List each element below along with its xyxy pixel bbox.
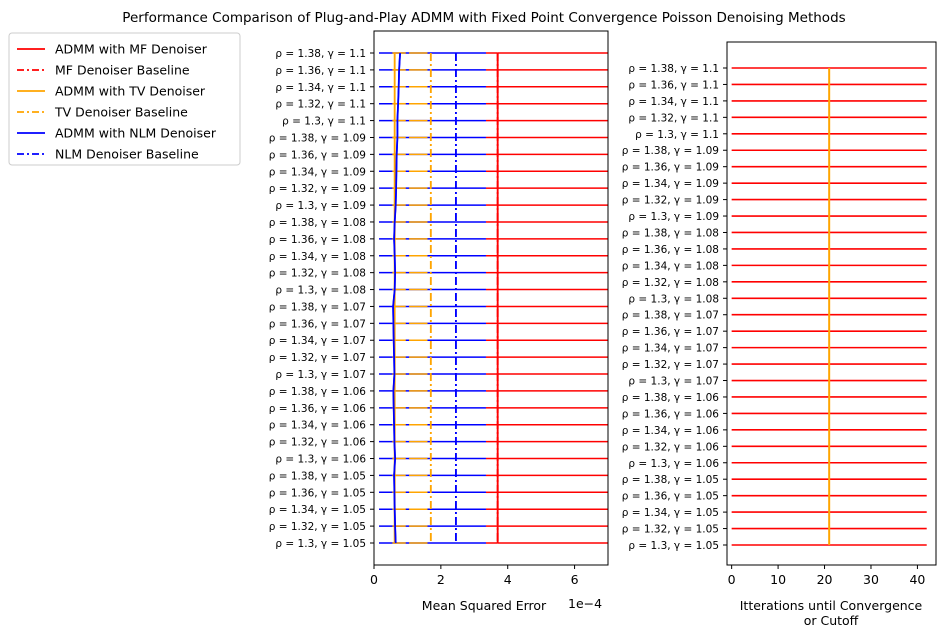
- iterations-y-tick-label: ρ = 1.36, γ = 1.05: [622, 491, 719, 503]
- iterations-y-axis: ρ = 1.38, γ = 1.1 ρ = 1.36, γ = 1.1 ρ = 1.…: [622, 63, 727, 552]
- iterations-y-tick-label: ρ = 1.34, γ = 1.09: [622, 178, 719, 190]
- mse-y-tick-label: ρ = 1.36, γ = 1.08: [269, 234, 366, 246]
- mse-y-tick-label: ρ = 1.38, γ = 1.08: [269, 217, 366, 229]
- mse-y-tick-label: ρ = 1.32, γ = 1.07: [269, 352, 366, 364]
- mse-y-tick-label: ρ = 1.36, γ = 1.09: [269, 149, 366, 161]
- mse-y-axis: ρ = 1.38, γ = 1.1 ρ = 1.36, γ = 1.1 ρ = 1.…: [269, 48, 374, 550]
- mse-y-tick-label: ρ = 1.36, γ = 1.05: [269, 487, 366, 499]
- mse-x-axis-label: Mean Squared Error: [422, 598, 547, 613]
- iterations-y-tick-label: ρ = 1.3, γ = 1.08: [628, 293, 719, 305]
- iterations-y-tick-label: ρ = 1.34, γ = 1.06: [622, 425, 720, 437]
- iterations-x-tick-label: 30: [863, 572, 879, 587]
- iterations-y-tick-label: ρ = 1.38, γ = 1.09: [622, 145, 719, 157]
- mse-y-tick-label: ρ = 1.34, γ = 1.05: [269, 504, 366, 516]
- iterations-y-tick-label: ρ = 1.3, γ = 1.1: [635, 129, 719, 141]
- iterations-y-tick-label: ρ = 1.36, γ = 1.09: [622, 162, 719, 174]
- iterations-y-tick-label: ρ = 1.3, γ = 1.09: [628, 211, 719, 223]
- mse-plot: ρ = 1.38, γ = 1.1 ρ = 1.36, γ = 1.1 ρ = 1.…: [269, 30, 609, 613]
- iterations-y-tick-label: ρ = 1.36, γ = 1.1: [628, 79, 719, 91]
- legend-entry-label: TV Denoiser Baseline: [54, 105, 188, 120]
- iterations-x-tick-label: 0: [728, 572, 736, 587]
- mse-x-tick-label: 4: [504, 572, 512, 587]
- mse-y-tick-label: ρ = 1.32, γ = 1.09: [269, 183, 366, 195]
- mse-y-tick-label: ρ = 1.3, γ = 1.07: [275, 369, 366, 381]
- iterations-y-tick-label: ρ = 1.34, γ = 1.05: [622, 507, 719, 519]
- legend: ADMM with MF Denoiser MF Denoiser Baselin…: [8, 32, 241, 166]
- iterations-y-tick-label: ρ = 1.34, γ = 1.1: [628, 96, 719, 108]
- mse-y-tick-label: ρ = 1.36, γ = 1.06: [269, 403, 367, 415]
- iterations-y-tick-label: ρ = 1.34, γ = 1.08: [622, 260, 719, 272]
- mse-y-tick-label: ρ = 1.3, γ = 1.06: [275, 454, 366, 466]
- iterations-y-tick-label: ρ = 1.38, γ = 1.1: [628, 63, 719, 75]
- mse-x-tick-label: 0: [370, 572, 378, 587]
- iterations-y-tick-label: ρ = 1.32, γ = 1.09: [622, 195, 719, 207]
- mse-x-offset-label: 1e−4: [568, 596, 602, 611]
- iterations-plot: ρ = 1.38, γ = 1.1 ρ = 1.36, γ = 1.1 ρ = 1.…: [622, 41, 937, 628]
- legend-entry-label: ADMM with NLM Denoiser: [55, 126, 217, 141]
- chart-title: Performance Comparison of Plug-and-Play …: [122, 10, 845, 26]
- iterations-y-tick-label: ρ = 1.32, γ = 1.07: [622, 359, 719, 371]
- mse-series-vertical-4: [392, 52, 401, 544]
- iterations-y-tick-label: ρ = 1.38, γ = 1.06: [622, 392, 720, 404]
- iterations-plot-frame: [726, 41, 937, 566]
- mse-x-tick-label: 2: [437, 572, 445, 587]
- iterations-x-tick-label: 10: [770, 572, 786, 587]
- iterations-y-tick-label: ρ = 1.3, γ = 1.07: [628, 376, 719, 388]
- mse-y-tick-label: ρ = 1.32, γ = 1.06: [269, 437, 367, 449]
- mse-y-tick-label: ρ = 1.34, γ = 1.07: [269, 335, 366, 347]
- iterations-x-tick-label: 40: [909, 572, 925, 587]
- mse-y-tick-label: ρ = 1.38, γ = 1.09: [269, 132, 366, 144]
- legend-entry-label: ADMM with TV Denoiser: [55, 84, 206, 99]
- mse-y-tick-label: ρ = 1.36, γ = 1.07: [269, 318, 366, 330]
- iterations-y-tick-label: ρ = 1.38, γ = 1.08: [622, 227, 719, 239]
- mse-x-tick-label: 6: [571, 572, 579, 587]
- mse-y-tick-label: ρ = 1.38, γ = 1.06: [269, 386, 367, 398]
- legend-entry-label: MF Denoiser Baseline: [55, 63, 190, 78]
- mse-y-tick-label: ρ = 1.3, γ = 1.09: [275, 200, 366, 212]
- iterations-y-tick-label: ρ = 1.36, γ = 1.06: [622, 408, 720, 420]
- iterations-y-tick-label: ρ = 1.34, γ = 1.07: [622, 343, 719, 355]
- legend-entry-label: NLM Denoiser Baseline: [55, 147, 199, 162]
- iterations-y-tick-label: ρ = 1.36, γ = 1.08: [622, 244, 719, 256]
- mse-y-tick-label: ρ = 1.3, γ = 1.05: [275, 538, 366, 550]
- mse-y-tick-label: ρ = 1.38, γ = 1.1: [275, 48, 366, 60]
- iterations-x-axis-label-line-2: or Cutoff: [804, 613, 859, 628]
- mse-y-tick-label: ρ = 1.32, γ = 1.08: [269, 268, 366, 280]
- iterations-y-tick-label: ρ = 1.3, γ = 1.05: [628, 540, 719, 552]
- mse-y-tick-label: ρ = 1.34, γ = 1.09: [269, 166, 366, 178]
- iterations-y-tick-label: ρ = 1.32, γ = 1.08: [622, 277, 719, 289]
- mse-y-tick-label: ρ = 1.34, γ = 1.06: [269, 420, 367, 432]
- mse-y-tick-label: ρ = 1.38, γ = 1.07: [269, 301, 366, 313]
- mse-y-tick-label: ρ = 1.3, γ = 1.1: [282, 116, 366, 128]
- legend-entry-label: ADMM with MF Denoiser: [55, 42, 208, 57]
- mse-y-tick-label: ρ = 1.36, γ = 1.1: [275, 65, 366, 77]
- mse-y-tick-label: ρ = 1.34, γ = 1.08: [269, 251, 366, 263]
- iterations-y-tick-label: ρ = 1.38, γ = 1.07: [622, 310, 719, 322]
- iterations-x-axis-label-line-1: Itterations until Convergence: [740, 598, 923, 613]
- iterations-y-tick-label: ρ = 1.36, γ = 1.07: [622, 326, 719, 338]
- iterations-x-tick-label: 20: [817, 572, 833, 587]
- mse-y-tick-label: ρ = 1.32, γ = 1.1: [275, 99, 366, 111]
- legend-box: [8, 32, 241, 166]
- mse-series-layer: [379, 52, 608, 544]
- iterations-series-layer: [731, 67, 927, 546]
- mse-plot-frame: [373, 30, 609, 566]
- iterations-y-tick-label: ρ = 1.32, γ = 1.1: [628, 112, 719, 124]
- iterations-x-axis: 0 10 20 30 40: [728, 565, 925, 587]
- mse-y-tick-label: ρ = 1.34, γ = 1.1: [275, 82, 366, 94]
- iterations-y-tick-label: ρ = 1.38, γ = 1.05: [622, 474, 719, 486]
- iterations-y-tick-label: ρ = 1.32, γ = 1.06: [622, 441, 720, 453]
- iterations-y-tick-label: ρ = 1.3, γ = 1.06: [628, 458, 719, 470]
- iterations-y-tick-label: ρ = 1.32, γ = 1.05: [622, 524, 719, 536]
- mse-y-tick-label: ρ = 1.32, γ = 1.05: [269, 521, 366, 533]
- mse-x-axis: 0 2 4 6: [370, 565, 579, 587]
- mse-y-tick-label: ρ = 1.38, γ = 1.05: [269, 470, 366, 482]
- mse-y-tick-label: ρ = 1.3, γ = 1.08: [275, 285, 366, 297]
